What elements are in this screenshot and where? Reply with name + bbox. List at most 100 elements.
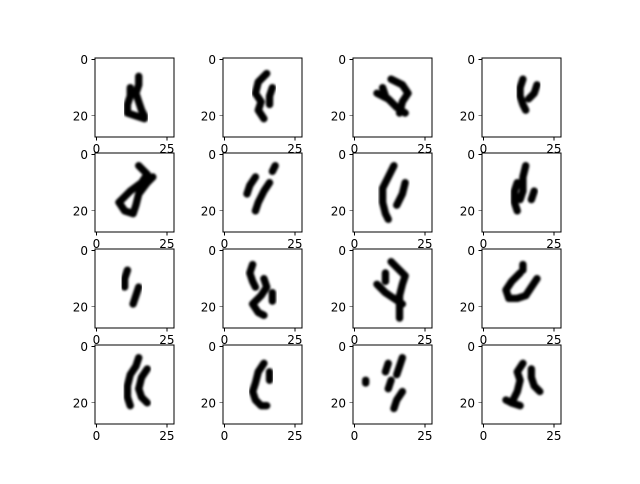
y-tick-label: 0 (80, 148, 88, 162)
digit-stroke (381, 359, 392, 376)
panel-3-2: 0 20 0 25 (201, 244, 303, 347)
y-tick-label: 20 (331, 109, 346, 123)
y-tick-label: 0 (80, 340, 88, 354)
generated-digit-image (502, 359, 544, 410)
panel-4-1: 0 20 0 25 (73, 340, 175, 443)
x-tick-label: 0 (93, 142, 101, 156)
generated-digit-image (362, 354, 407, 413)
panel-1-2: 0 20 0 25 (201, 53, 303, 156)
x-tick-label: 0 (221, 142, 229, 156)
panel-4-4: 0 20 0 25 (460, 340, 562, 443)
axes-frame (222, 152, 303, 233)
digit-stroke (246, 260, 260, 291)
digit-stroke (115, 162, 151, 218)
digit-stroke (268, 162, 279, 176)
digit-stroke (265, 83, 277, 109)
x-tick-label: 25 (159, 429, 174, 443)
image-background (353, 58, 432, 137)
generated-digit-image (373, 258, 409, 322)
x-tick-label: 25 (417, 429, 432, 443)
y-tick-label: 20 (460, 109, 475, 123)
y-tick-label: 20 (73, 109, 88, 123)
digit-stroke (143, 173, 157, 187)
x-tick-label: 25 (546, 429, 561, 443)
x-tick-label: 0 (480, 237, 488, 251)
axes-frame (352, 152, 433, 233)
y-tick-label: 0 (80, 244, 88, 258)
generated-digit-image (120, 266, 143, 308)
generated-digit-image (246, 260, 277, 319)
panel-4-3: 0 20 0 25 (331, 340, 433, 443)
axes-frame (481, 152, 562, 233)
x-tick-label: 25 (159, 237, 174, 251)
x-tick-label: 25 (287, 142, 302, 156)
x-tick-label: 0 (221, 333, 229, 347)
axes-frame (94, 344, 175, 425)
digit-stroke (516, 75, 530, 114)
digit-stroke (390, 387, 407, 413)
digit-stroke (522, 274, 541, 300)
axes-frame (352, 344, 433, 425)
y-tick-label: 0 (80, 53, 88, 67)
digit-stroke (527, 187, 538, 204)
panel-2-1: 0 20 0 25 (73, 148, 175, 251)
x-tick-label: 0 (480, 333, 488, 347)
generated-digit-image (373, 75, 412, 117)
y-tick-label: 20 (73, 204, 88, 218)
digit-stroke (132, 72, 149, 120)
digit-stroke (384, 376, 395, 393)
panel-3-4: 0 20 0 25 (460, 244, 562, 347)
x-tick-label: 0 (351, 237, 359, 251)
axes-frame (94, 248, 175, 329)
digit-stroke (524, 81, 541, 103)
y-tick-label: 20 (460, 396, 475, 410)
y-tick-label: 20 (201, 109, 216, 123)
generated-digit-image (248, 359, 274, 410)
digit-stroke (129, 283, 143, 308)
x-tick-label: 0 (221, 237, 229, 251)
x-tick-label: 25 (287, 333, 302, 347)
generated-digit-image (502, 260, 541, 303)
x-tick-label: 25 (546, 333, 561, 347)
image-background (223, 345, 302, 424)
x-tick-label: 25 (287, 237, 302, 251)
axes-frame (481, 344, 562, 425)
panel-1-4: 0 20 0 25 (460, 53, 562, 156)
panel-3-1: 0 20 0 25 (73, 244, 175, 347)
generated-digit-image (123, 72, 149, 123)
y-tick-label: 20 (460, 300, 475, 314)
panel-3-3: 0 20 0 25 (331, 244, 433, 347)
generated-digit-image (378, 162, 409, 223)
image-background (95, 345, 174, 424)
x-tick-label: 0 (480, 429, 488, 443)
generated-digit-image (123, 354, 151, 410)
x-tick-label: 0 (351, 333, 359, 347)
y-tick-label: 0 (338, 148, 346, 162)
digit-stroke (516, 162, 530, 204)
axes-frame (222, 57, 303, 138)
digit-stroke (248, 359, 271, 410)
digit-stroke (135, 365, 151, 407)
digit-stroke (378, 83, 390, 100)
panel-2-3: 0 20 0 25 (331, 148, 433, 251)
y-tick-label: 0 (208, 244, 216, 258)
y-tick-label: 20 (73, 300, 88, 314)
y-tick-label: 20 (331, 396, 346, 410)
digit-stroke (251, 178, 274, 215)
digit-stroke (123, 354, 143, 410)
digit-stroke (120, 266, 132, 291)
x-tick-label: 0 (480, 142, 488, 156)
generated-digit-image (510, 162, 538, 215)
x-tick-label: 25 (417, 237, 432, 251)
axes-frame (352, 57, 433, 138)
y-tick-label: 20 (201, 396, 216, 410)
axes-frame (352, 248, 433, 329)
x-tick-label: 0 (351, 429, 359, 443)
y-tick-label: 20 (201, 204, 216, 218)
x-tick-label: 0 (221, 429, 229, 443)
digit-stroke (510, 178, 521, 215)
x-tick-label: 0 (93, 237, 101, 251)
y-tick-label: 0 (338, 244, 346, 258)
digit-stroke (248, 274, 271, 319)
